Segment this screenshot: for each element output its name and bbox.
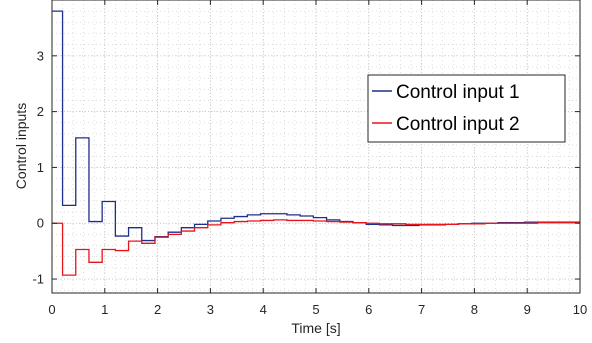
x-tick-label: 4: [260, 302, 267, 317]
legend-label-control-input-1: Control input 1: [396, 82, 520, 103]
x-tick-label: 0: [48, 302, 55, 317]
x-axis-label: Time [s]: [291, 320, 340, 336]
y-axis-ticks: -1 0 1 2 3: [32, 48, 580, 287]
y-tick-label: 1: [37, 160, 44, 175]
x-tick-label: 7: [418, 302, 425, 317]
minor-grid: [51, 0, 581, 293]
y-tick-label: 0: [37, 216, 44, 231]
x-tick-label: 9: [524, 302, 531, 317]
y-tick-label: 2: [37, 104, 44, 119]
legend-box: [367, 74, 566, 143]
x-tick-label: 1: [101, 302, 108, 317]
x-tick-label: 3: [207, 302, 214, 317]
x-tick-label: 5: [312, 302, 319, 317]
y-tick-label: 3: [37, 48, 44, 63]
y-axis-label: Control inputs: [13, 103, 29, 189]
y-tick-label: -1: [32, 272, 44, 287]
x-axis-ticks: 0 1 2 3 4 5 6 7 8 9 10: [48, 0, 587, 317]
x-tick-label: 2: [154, 302, 161, 317]
series-layer: [52, 10, 580, 276]
series-line-control-input-2: [52, 219, 580, 276]
x-tick-label: 10: [573, 302, 587, 317]
x-tick-label: 8: [471, 302, 478, 317]
legend-label-control-input-2: Control input 2: [396, 114, 520, 135]
x-tick-label: 6: [365, 302, 372, 317]
legend: Control input 1 Control input 2: [367, 74, 566, 143]
